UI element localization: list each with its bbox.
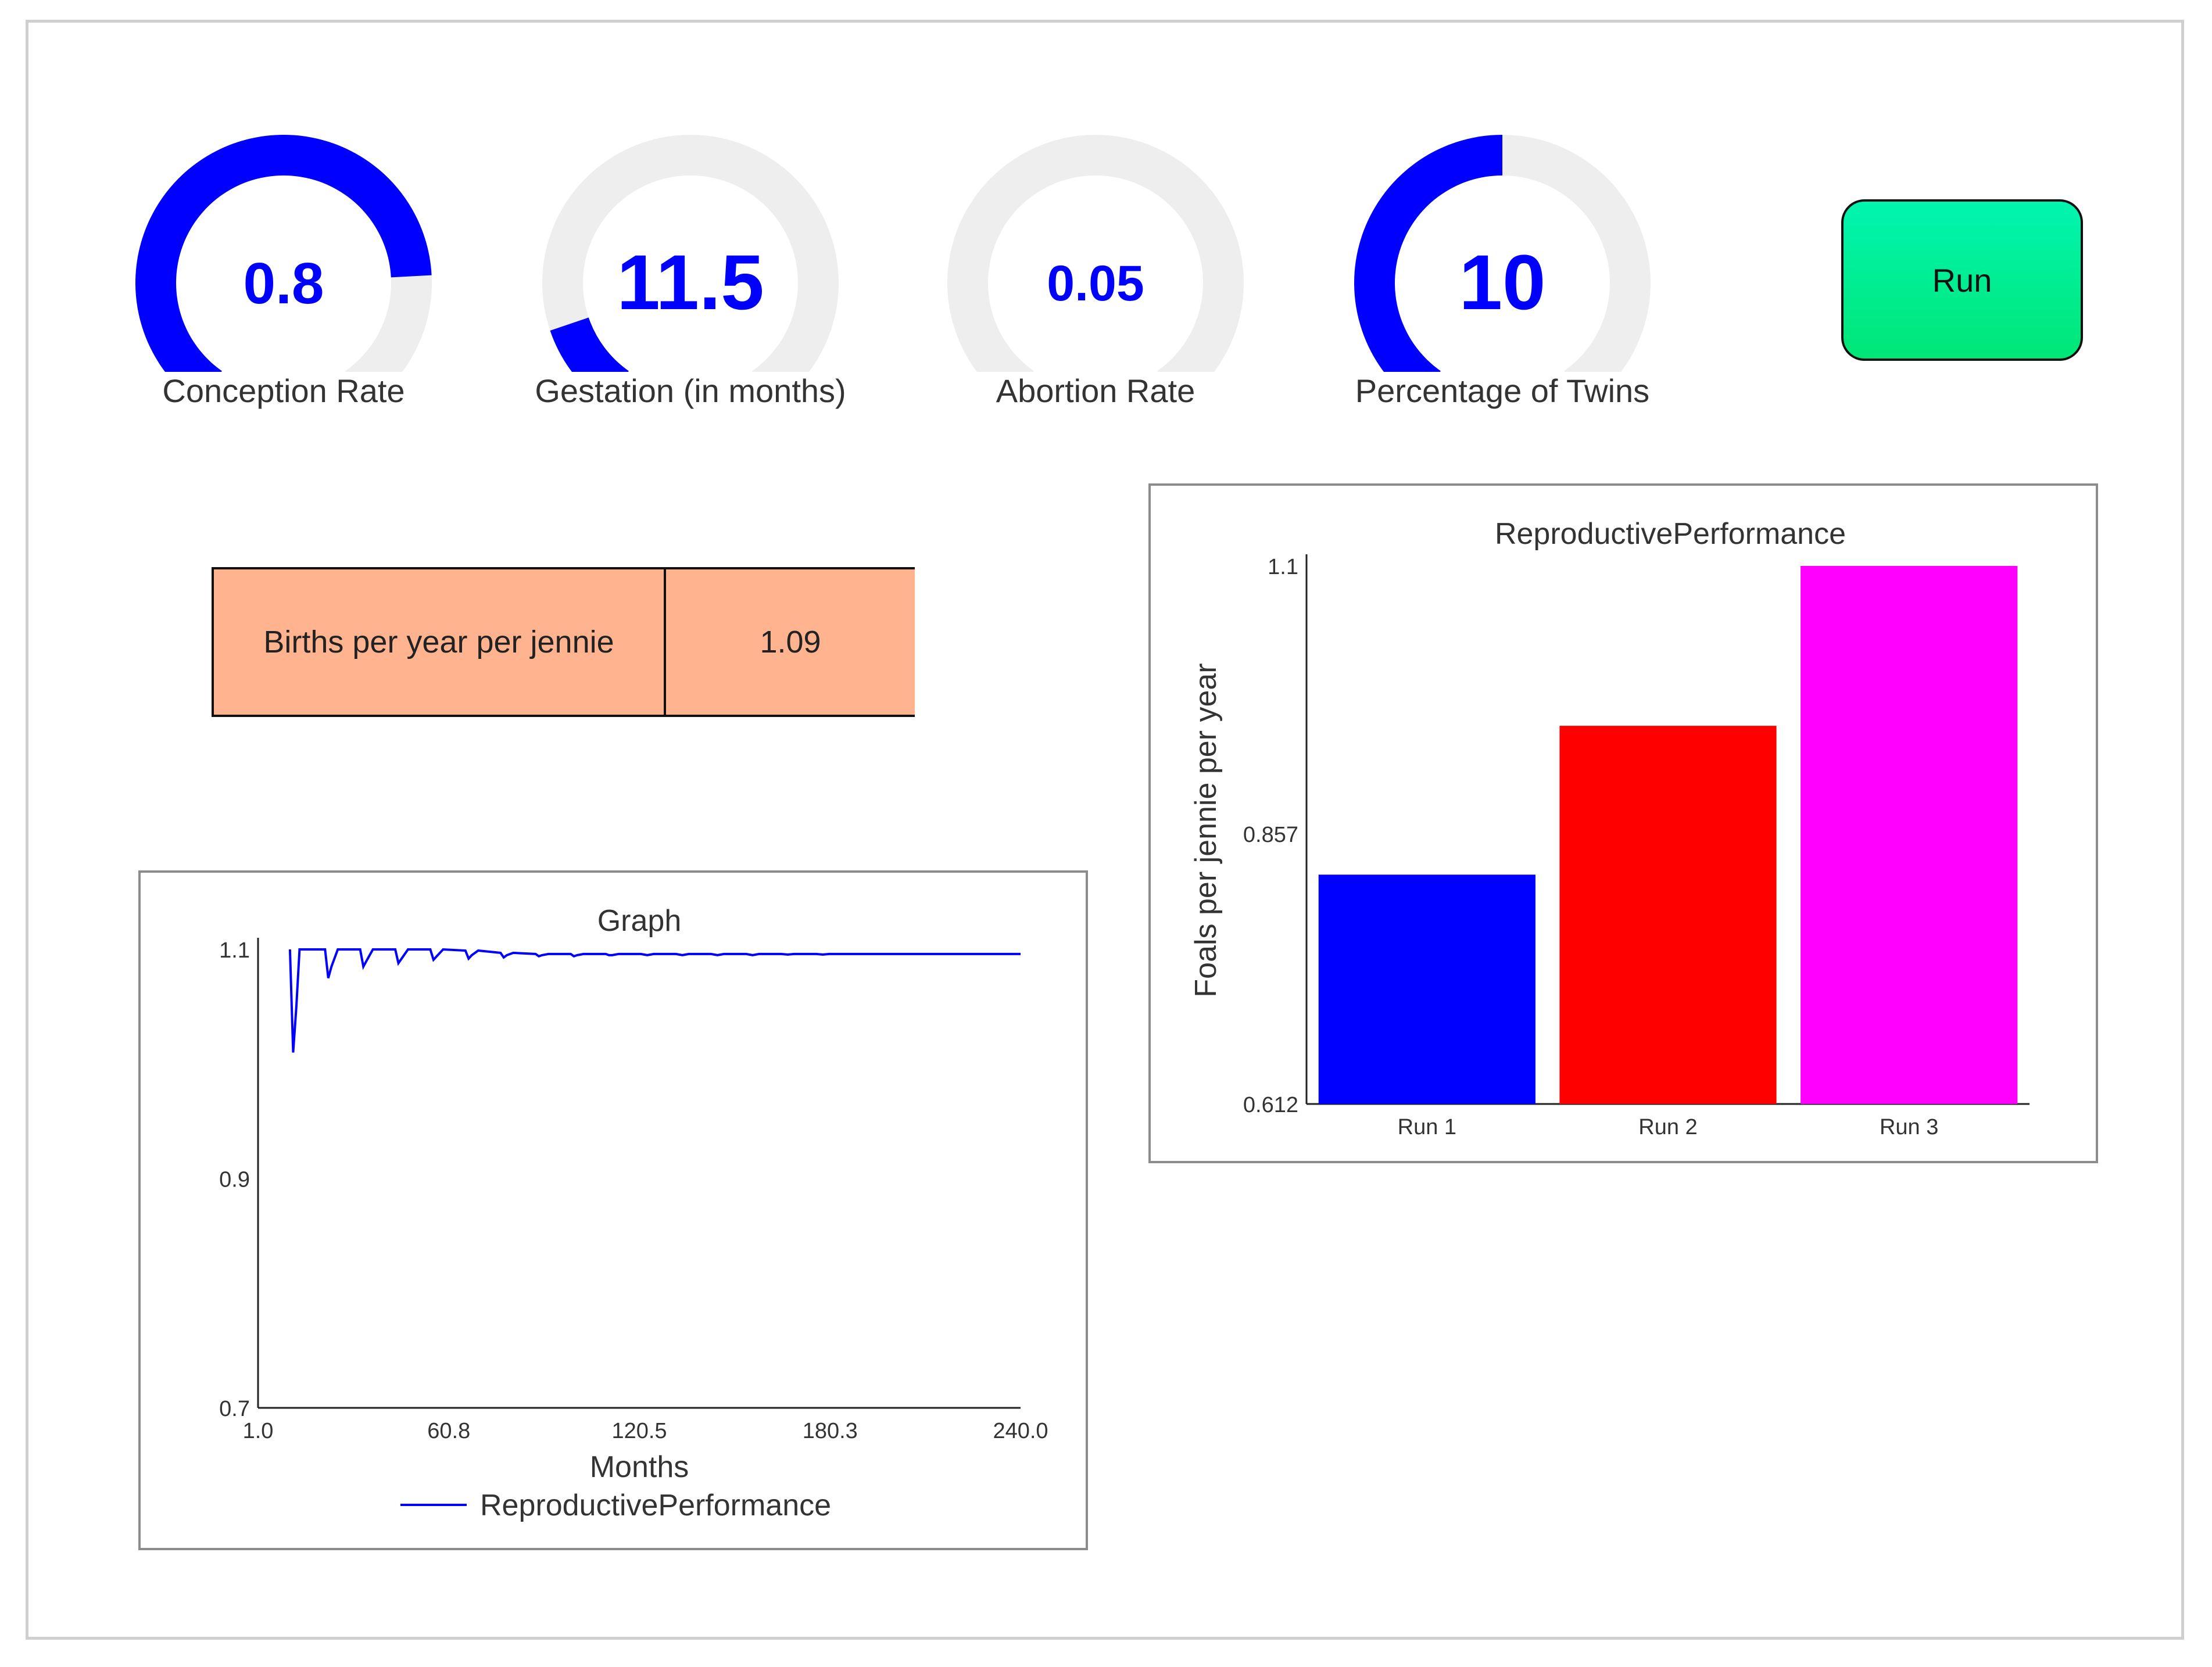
gauge-value: 10 (1459, 239, 1546, 326)
gauge-label: Abortion Rate (996, 372, 1196, 409)
stat-value: 1.09 (760, 625, 821, 659)
gauge-label: Percentage of Twins (1355, 372, 1650, 409)
run-button[interactable]: Run (1841, 199, 2083, 361)
x-tick-label: 1.0 (243, 1419, 274, 1443)
x-tick-label: 60.8 (427, 1419, 470, 1443)
abortion-rate-gauge[interactable]: 0.05 Abortion Rate (892, 128, 1299, 453)
bar-run-1 (1318, 874, 1535, 1104)
x-tick-label: 240.0 (993, 1419, 1048, 1443)
y-tick-label: 0.7 (219, 1397, 250, 1421)
y-tick-label: 0.9 (219, 1168, 250, 1192)
y-tick-label: 1.1 (1268, 555, 1298, 579)
twins-percentage-gauge[interactable]: 10 Percentage of Twins (1299, 128, 1706, 453)
gauge-track (947, 135, 1244, 372)
gauge-label: Conception Rate (162, 372, 405, 409)
gauge-fill (550, 317, 629, 372)
bar-chart: ReproductivePerformance Foals per jennie… (1189, 517, 2030, 1139)
y-tick-label: 0.857 (1243, 823, 1298, 847)
gauge-dial (542, 135, 839, 372)
gauge-value: 0.05 (1047, 256, 1144, 311)
y-tick-labels: 1.1 0.857 0.612 (1243, 555, 1298, 1117)
line-chart: Graph 1.1 0.9 0.7 1.0 60.8 120.5 180.3 240.0 M… (219, 904, 1048, 1522)
gauge-fill (1354, 135, 1502, 372)
line-chart-panel: Graph 1.1 0.9 0.7 1.0 60.8 120.5 180.3 240.0 M… (138, 870, 1088, 1550)
bar-run-3 (1801, 566, 2018, 1104)
x-tick-label: Run 1 (1398, 1115, 1456, 1139)
gauge-dial (947, 135, 1244, 372)
x-tick-label: Run 2 (1638, 1115, 1697, 1139)
gauge-value: 11.5 (617, 239, 764, 326)
gauge-dial (135, 135, 432, 372)
x-tick-labels: Run 1 Run 2 Run 3 (1398, 1115, 1939, 1139)
y-tick-label: 1.1 (219, 938, 250, 963)
x-tick-label: 180.3 (803, 1419, 858, 1443)
gauge-track (542, 135, 839, 372)
y-tick-labels: 1.1 0.9 0.7 (219, 938, 250, 1421)
x-tick-label: 120.5 (611, 1419, 667, 1443)
x-tick-label: Run 3 (1880, 1115, 1938, 1139)
gauge-fill (135, 135, 432, 372)
y-axis-label: Foals per jennie per year (1189, 663, 1223, 997)
gestation-gauge[interactable]: 11.5 Gestation (in months) (487, 128, 894, 453)
y-tick-label: 0.612 (1243, 1093, 1298, 1117)
bar-run-2 (1559, 726, 1777, 1104)
series-line (288, 948, 1021, 1053)
bars (1318, 566, 2018, 1104)
x-axis-label: Months (590, 1450, 689, 1484)
chart-title: ReproductivePerformance (1495, 517, 1846, 551)
x-tick-labels: 1.0 60.8 120.5 180.3 240.0 (243, 1419, 1048, 1443)
gauge-label: Gestation (in months) (535, 372, 846, 409)
conception-rate-gauge[interactable]: 0.8 Conception Rate (80, 128, 487, 453)
bar-chart-panel: ReproductivePerformance Foals per jennie… (1148, 483, 2098, 1163)
births-per-year-table: Births per year per jennie 1.09 (212, 567, 915, 717)
gauge-dial (1354, 135, 1651, 372)
chart-title: Graph (597, 904, 682, 938)
gauge-value: 0.8 (243, 251, 324, 316)
stat-label: Births per year per jennie (214, 569, 666, 715)
legend-label: ReproductivePerformance (480, 1489, 831, 1522)
